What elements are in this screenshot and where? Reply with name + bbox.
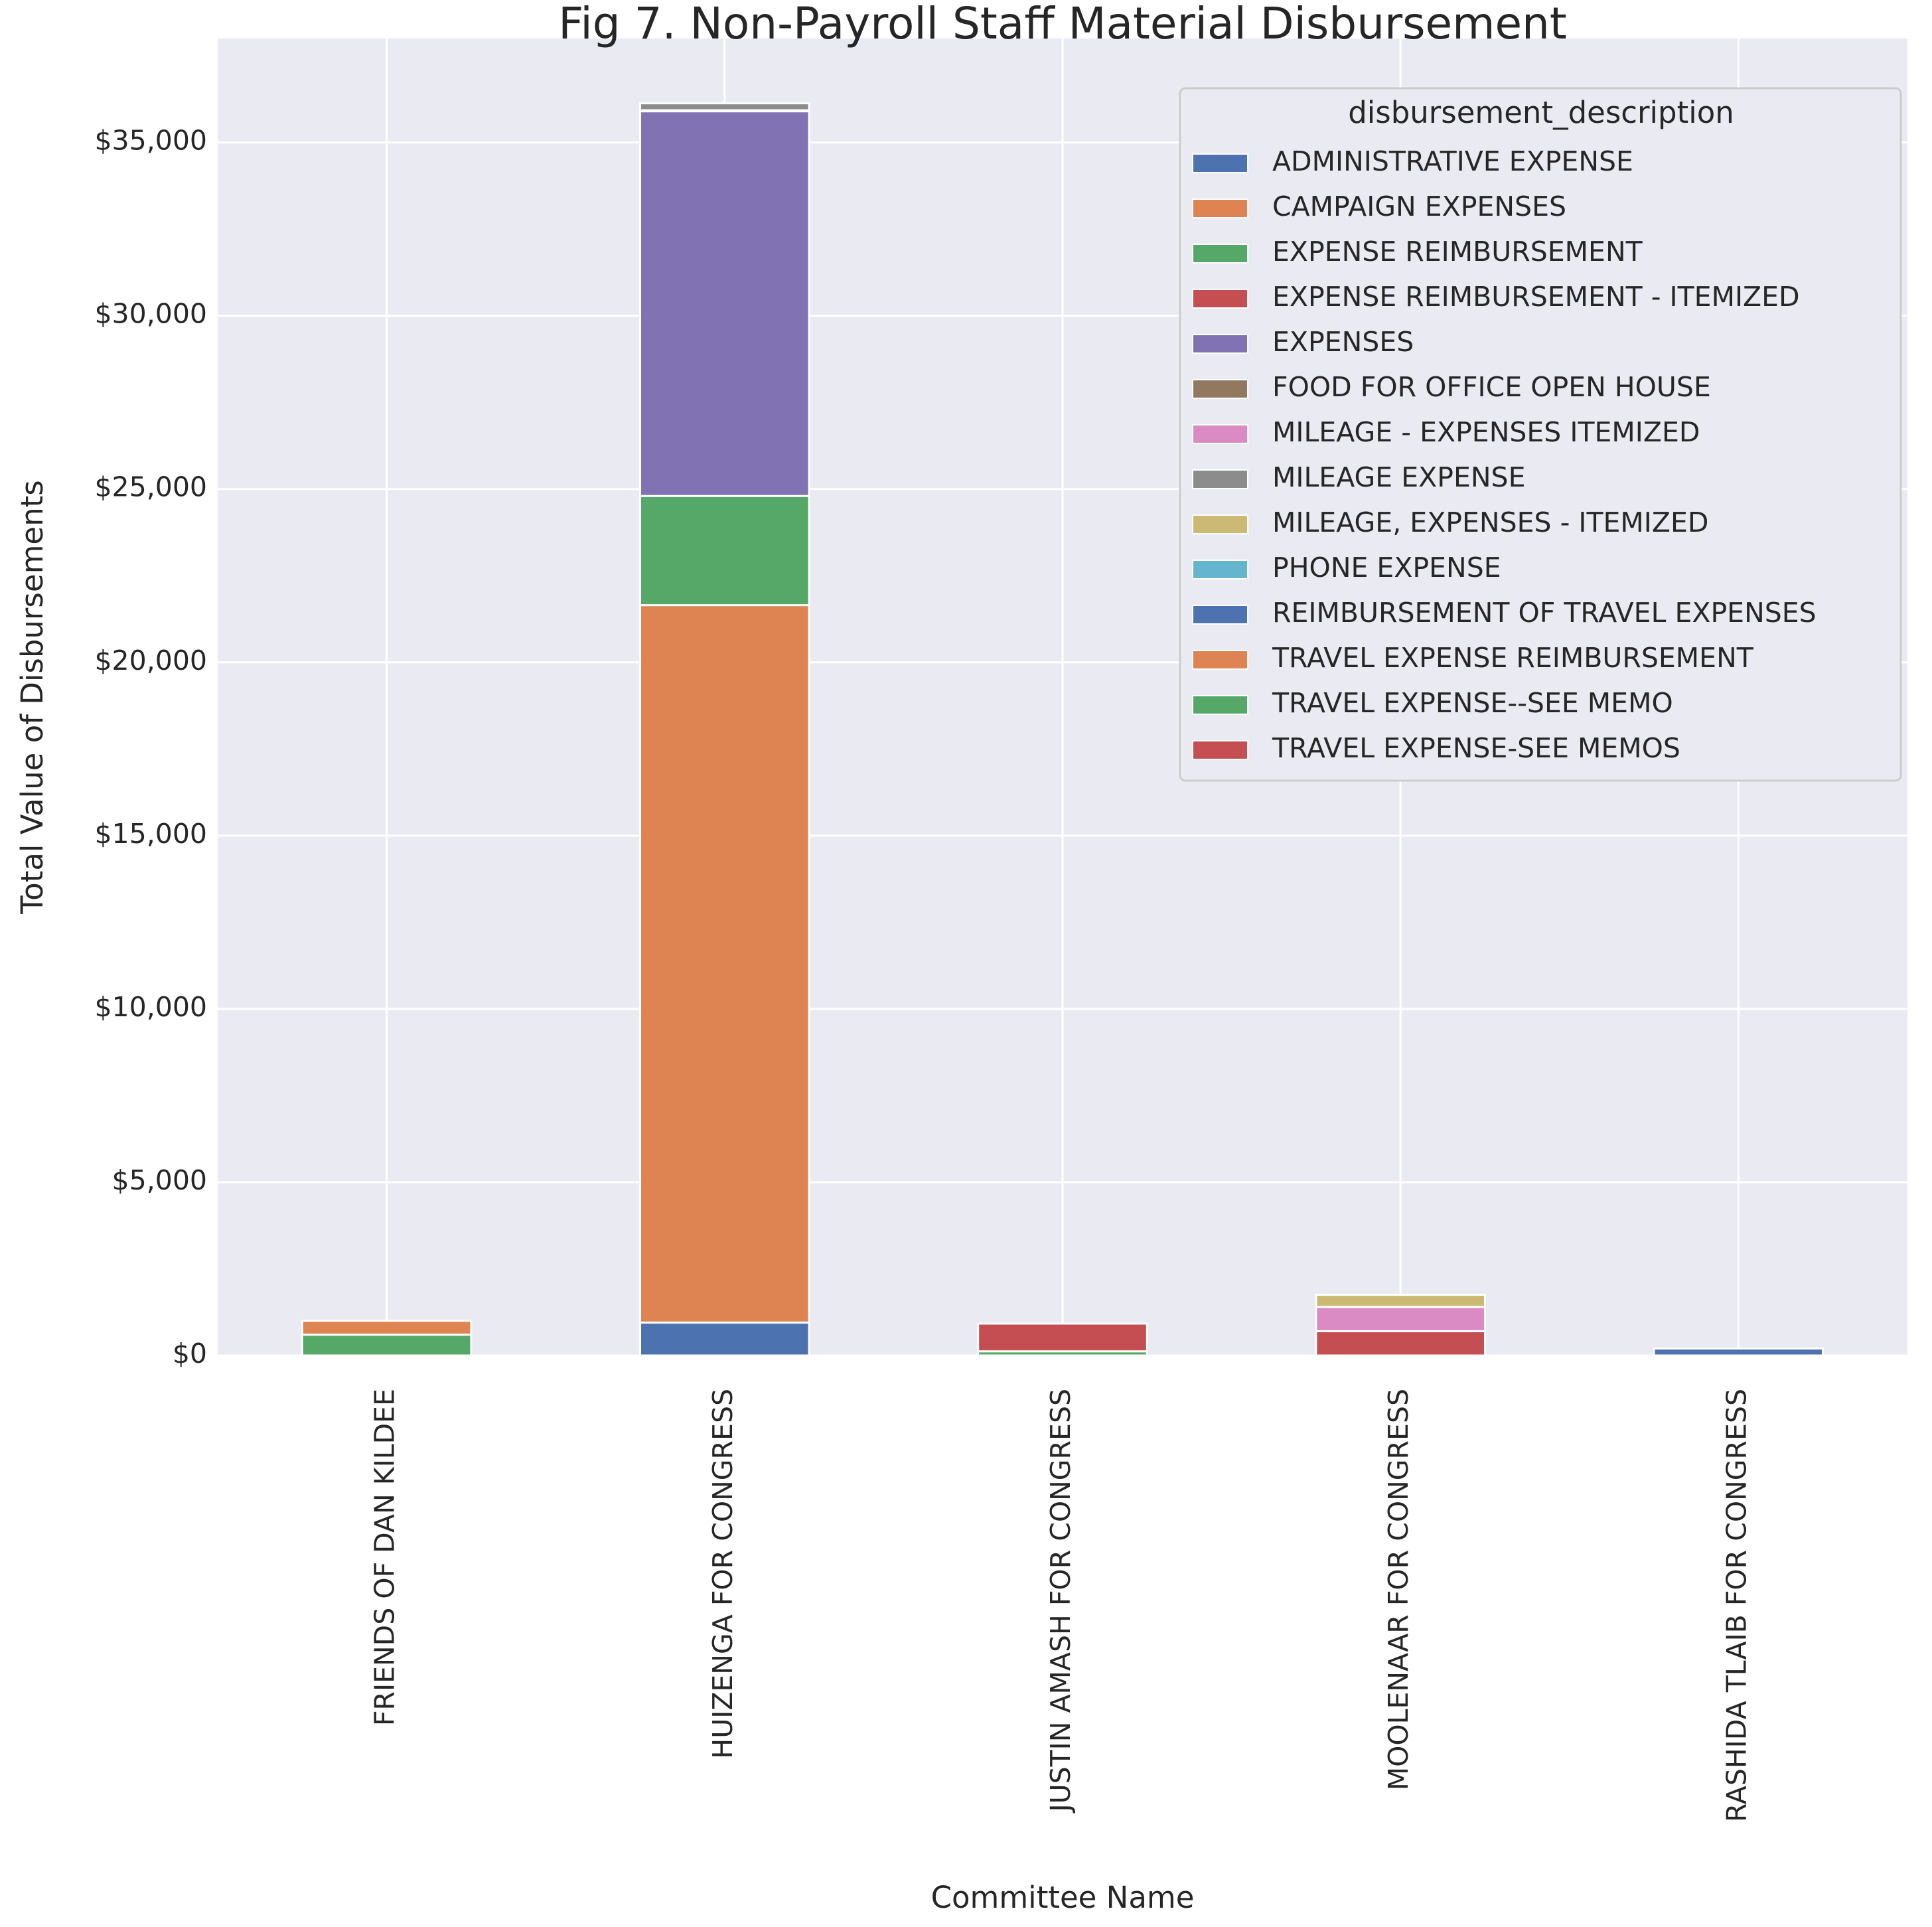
- legend-entry: FOOD FOR OFFICE OPEN HOUSE: [1272, 371, 1711, 403]
- legend-swatch: [1192, 153, 1248, 173]
- legend-swatch: [1192, 560, 1248, 579]
- bar-segment: [977, 1322, 1148, 1353]
- bar-stacks: [301, 102, 1824, 1357]
- legend-entry: MILEAGE EXPENSE: [1272, 461, 1525, 493]
- bar-segment: [639, 1321, 810, 1357]
- x-tick-label: JUSTIN AMASH FOR CONGRESS: [1045, 1389, 1077, 1813]
- legend-entry: PHONE EXPENSE: [1272, 552, 1501, 583]
- legend-swatch: [1192, 695, 1248, 715]
- x-axis-label: Committee Name: [931, 1880, 1195, 1915]
- legend-entry: TRAVEL EXPENSE-SEE MEMOS: [1272, 732, 1680, 764]
- legend-entry: CAMPAIGN EXPENSES: [1272, 191, 1566, 222]
- y-tick-label: $10,000: [94, 991, 207, 1023]
- x-tick-label: HUIZENGA FOR CONGRESS: [707, 1389, 739, 1759]
- legend-title: disbursement_description: [1348, 95, 1734, 130]
- legend-entry: EXPENSE REIMBURSEMENT: [1272, 236, 1643, 268]
- legend-items: ADMINISTRATIVE EXPENSE CAMPAIGN EXPENSES E…: [1192, 145, 1817, 764]
- legend-swatch: [1192, 514, 1248, 534]
- x-tick-label: RASHIDA TLAIB FOR CONGRESS: [1720, 1389, 1752, 1822]
- bar-segment: [301, 1320, 473, 1336]
- legend-swatch: [1192, 334, 1248, 354]
- y-tick-label: $0: [173, 1338, 207, 1369]
- legend-swatch: [1192, 740, 1248, 760]
- x-tick-label: MOOLENAAR FOR CONGRESS: [1382, 1389, 1414, 1790]
- legend-swatch: [1192, 244, 1248, 264]
- legend-swatch: [1192, 198, 1248, 218]
- legend-swatch: [1192, 424, 1248, 444]
- legend-swatch: [1192, 650, 1248, 670]
- y-tick-label: $35,000: [94, 125, 207, 157]
- bar-segment: [301, 1334, 473, 1357]
- bar-segment: [639, 495, 810, 607]
- legend-swatch: [1192, 605, 1248, 625]
- legend-entry: MILEAGE, EXPENSES - ITEMIZED: [1272, 506, 1708, 538]
- y-tick-labels: $0 $5,000 $10,000 $15,000 $20,000 $25,000 $30,…: [94, 125, 207, 1369]
- legend-entry: EXPENSES: [1272, 326, 1414, 358]
- y-tick-label: $5,000: [112, 1164, 207, 1196]
- y-tick-label: $20,000: [94, 645, 207, 676]
- bar-segment: [1315, 1294, 1487, 1308]
- bar-segment: [639, 110, 810, 497]
- chart-title: Fig 7. Non-Payroll Staff Material Disbur…: [558, 0, 1567, 49]
- bar-segment: [639, 604, 810, 1324]
- bar-segment: [639, 102, 810, 112]
- legend-entry: REIMBURSEMENT OF TRAVEL EXPENSES: [1272, 597, 1817, 629]
- legend-swatch: [1192, 289, 1248, 309]
- y-tick-label: $30,000: [94, 298, 207, 330]
- bar-segment: [1653, 1348, 1824, 1357]
- legend-swatch: [1192, 379, 1248, 399]
- bar-segment: [1315, 1330, 1487, 1357]
- y-axis-label: Total Value of Disbursements: [15, 480, 50, 914]
- bar-segment: [1315, 1306, 1487, 1332]
- x-tick-label: FRIENDS OF DAN KILDEE: [369, 1389, 401, 1726]
- x-tick-labels: FRIENDS OF DAN KILDEE HUIZENGA FOR CONGRE…: [369, 1389, 1753, 1822]
- legend-swatch: [1192, 469, 1248, 489]
- legend-entry: MILEAGE - EXPENSES ITEMIZED: [1272, 416, 1700, 448]
- legend-entry: TRAVEL EXPENSE--SEE MEMO: [1272, 687, 1673, 719]
- legend: disbursement_description ADMINISTRATIVE …: [1179, 87, 1902, 782]
- legend-entry: EXPENSE REIMBURSEMENT - ITEMIZED: [1272, 281, 1800, 313]
- y-tick-label: $25,000: [94, 471, 207, 503]
- legend-box: [1179, 87, 1902, 782]
- legend-entry: TRAVEL EXPENSE REIMBURSEMENT: [1272, 642, 1754, 674]
- y-tick-label: $15,000: [94, 818, 207, 850]
- legend-entry: ADMINISTRATIVE EXPENSE: [1272, 145, 1633, 177]
